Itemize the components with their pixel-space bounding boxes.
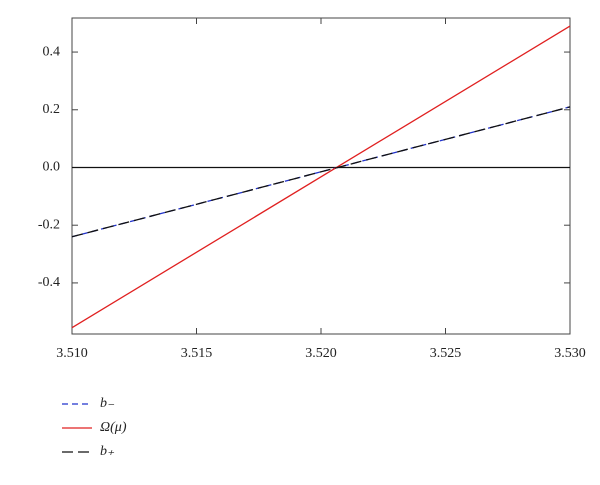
y-tick-label: -0.4 — [38, 275, 60, 290]
x-tick-label: 3.525 — [430, 346, 462, 361]
y-tick-label: -0.2 — [38, 217, 60, 232]
x-tick-label: 3.510 — [56, 346, 88, 361]
y-tick-label: 0.2 — [43, 102, 61, 117]
series-line — [71, 25, 571, 329]
y-tick-label: 0.4 — [43, 44, 61, 59]
legend-label: Ω(μ) — [100, 420, 127, 435]
legend-label: b₋ — [100, 396, 115, 411]
x-tick-label: 3.520 — [305, 346, 337, 361]
series-line — [71, 106, 571, 238]
legend-label: b₊ — [100, 444, 115, 459]
plot-frame — [71, 17, 571, 335]
x-tick-label: 3.515 — [181, 346, 213, 361]
y-tick-label: 0.0 — [43, 160, 61, 175]
x-tick-label: 3.530 — [554, 346, 586, 361]
